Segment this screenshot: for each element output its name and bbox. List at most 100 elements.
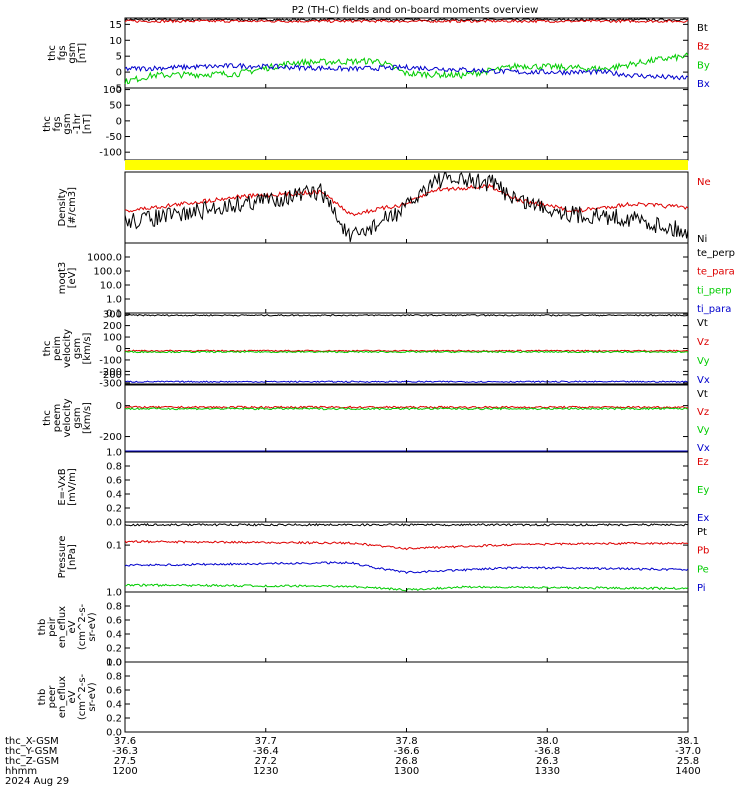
x-tick-label: 27.2 bbox=[255, 756, 277, 767]
y-tick-label: 300 bbox=[103, 310, 122, 321]
y-axis-label: gsm bbox=[72, 338, 83, 359]
panel-frame bbox=[124, 171, 689, 244]
legend-vy: Vy bbox=[697, 425, 710, 436]
legend-ni: Ni bbox=[697, 234, 707, 245]
x-tick-label: -36.6 bbox=[394, 746, 420, 757]
y-tick-label: 0.0 bbox=[106, 728, 122, 739]
y-axis-label: peir bbox=[47, 616, 58, 636]
legend-pb: Pb bbox=[697, 546, 709, 557]
panel-efield: 1.0 0.8 0.6 0.4 0.2 0.0 E=-VxB [mV/m] Ez Ey Ex bbox=[57, 448, 709, 529]
y-tick-label: 100 bbox=[103, 85, 122, 96]
legend-vz: Vz bbox=[697, 337, 709, 348]
x-axis-labels: 37.6-36.327.5120037.7-36.427.2123037.8-3… bbox=[5, 84, 701, 787]
x-tick-label: -36.8 bbox=[534, 746, 560, 757]
panel-flag bbox=[125, 160, 688, 170]
y-tick-label: 1000.0 bbox=[87, 253, 122, 264]
panel-fgs-dB: 100 50 0 -50 -100 thc fgs gsm -1hr [nT] bbox=[42, 85, 689, 161]
x-row-label: hhmm bbox=[5, 766, 37, 777]
x-tick-label: 27.5 bbox=[114, 756, 136, 767]
y-axis-label: velocity bbox=[62, 398, 73, 437]
legend-ez: Ez bbox=[697, 457, 709, 468]
y-axis-label: [km/s] bbox=[82, 332, 93, 364]
legend-vx: Vx bbox=[697, 375, 710, 386]
y-axis-label: fgs bbox=[52, 116, 63, 131]
y-tick-label: 0.4 bbox=[106, 700, 122, 711]
panel-frame bbox=[124, 17, 689, 89]
y-tick-label: 5 bbox=[116, 52, 122, 63]
trace-vy bbox=[124, 350, 689, 354]
y-axis-label: sr-eV) bbox=[87, 682, 98, 711]
trace-vt bbox=[124, 313, 689, 317]
y-tick-label: 0.8 bbox=[106, 672, 122, 683]
trace-pe bbox=[124, 560, 689, 574]
y-axis-label: [#/cm3] bbox=[67, 187, 78, 228]
y-axis-label: gsm bbox=[67, 42, 78, 63]
y-tick-label: 0.0 bbox=[106, 658, 122, 669]
y-tick-label: 1.0 bbox=[106, 658, 122, 669]
legend-vz: Vz bbox=[697, 407, 709, 418]
y-tick-label: 0.1 bbox=[106, 309, 122, 320]
trace-bt bbox=[124, 18, 689, 22]
y-axis-label: fgs bbox=[57, 45, 68, 60]
x-tick-label: -36.4 bbox=[253, 746, 279, 757]
y-axis-label: en_eflux bbox=[57, 606, 68, 648]
trace-by bbox=[124, 52, 689, 85]
legend-bt: Bt bbox=[697, 23, 708, 34]
legend-ti-perp: ti_perp bbox=[697, 285, 732, 296]
x-tick-label: -36.3 bbox=[112, 746, 138, 757]
x-tick-label: 37.6 bbox=[114, 736, 136, 747]
flag-bar bbox=[125, 160, 688, 170]
y-tick-label: 200 bbox=[103, 321, 122, 332]
y-axis-label: peem bbox=[52, 404, 63, 432]
y-tick-label: -200 bbox=[99, 367, 122, 378]
y-axis-label: sr-eV) bbox=[87, 612, 98, 641]
y-tick-label: 10 bbox=[109, 36, 122, 47]
y-axis-label: peim bbox=[52, 336, 63, 361]
y-axis-label: (cm^2-s- bbox=[77, 603, 88, 650]
y-tick-label: 0 bbox=[116, 401, 122, 412]
y-tick-label: 15 bbox=[109, 20, 122, 31]
y-axis-label: [km/s] bbox=[82, 402, 93, 434]
y-tick-label: 0.6 bbox=[106, 686, 122, 697]
y-tick-label: 0.4 bbox=[106, 630, 122, 641]
x-tick-label: 25.8 bbox=[677, 756, 699, 767]
y-tick-label: 1.0 bbox=[106, 588, 122, 599]
x-tick-label: 1300 bbox=[394, 766, 419, 777]
trace-vz bbox=[124, 405, 689, 409]
legend-bz: Bz bbox=[697, 42, 709, 53]
plot-title: P2 (TH-C) fields and on-board moments ov… bbox=[292, 5, 539, 16]
y-axis-label: (cm^2-s- bbox=[77, 673, 88, 720]
y-tick-label: -100 bbox=[99, 355, 122, 366]
legend-vy: Vy bbox=[697, 356, 710, 367]
panel-frame bbox=[124, 661, 689, 733]
x-tick-label: 26.8 bbox=[395, 756, 417, 767]
y-tick-label: -5 bbox=[112, 84, 122, 95]
x-tick-label: 38.1 bbox=[677, 736, 699, 747]
y-tick-label: -200 bbox=[99, 432, 122, 443]
trace-ni bbox=[124, 172, 689, 243]
y-axis-label: Pressure bbox=[57, 536, 68, 579]
panel-frame bbox=[124, 242, 689, 314]
y-axis-label: [mV/m] bbox=[67, 468, 78, 506]
trace-bx bbox=[124, 62, 689, 81]
x-row-label: thc_X-GSM bbox=[5, 736, 59, 747]
legend-te-perp: te_perp bbox=[697, 248, 735, 259]
y-tick-label: 0 bbox=[116, 116, 122, 127]
y-tick-label: -300 bbox=[99, 378, 122, 389]
y-tick-label: -50 bbox=[106, 132, 122, 143]
y-tick-label: 200 bbox=[103, 370, 122, 381]
y-tick-label: 10.0 bbox=[100, 281, 122, 292]
x-tick-label: 37.8 bbox=[395, 736, 417, 747]
y-tick-label: 0.2 bbox=[106, 714, 122, 725]
legend-vx: Vx bbox=[697, 443, 710, 454]
y-axis-label: thc bbox=[47, 45, 58, 61]
y-tick-label: 0.0 bbox=[106, 518, 122, 529]
y-axis-label: thc bbox=[42, 116, 53, 132]
y-axis-label: [nPa] bbox=[67, 544, 78, 570]
legend-ex: Ex bbox=[697, 513, 709, 524]
legend-ne: Ne bbox=[697, 177, 711, 188]
trace-pb bbox=[124, 540, 689, 551]
panel-density: Density [#/cm3] Ne Ni bbox=[57, 171, 711, 245]
